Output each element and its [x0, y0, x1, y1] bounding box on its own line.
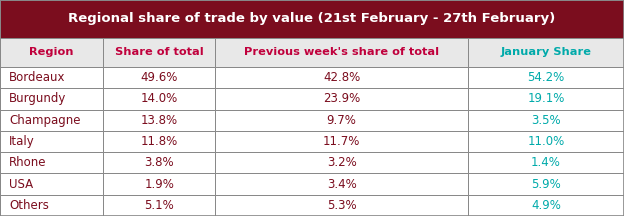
Text: 5.3%: 5.3% — [327, 199, 356, 212]
Text: 11.0%: 11.0% — [527, 135, 565, 148]
Bar — [215, 88, 468, 110]
Text: Previous week's share of total: Previous week's share of total — [244, 47, 439, 57]
Text: January Share: January Share — [500, 47, 592, 57]
Bar — [468, 38, 624, 67]
Text: 49.6%: 49.6% — [140, 71, 178, 84]
Text: 9.7%: 9.7% — [327, 114, 356, 127]
Text: Others: Others — [9, 199, 49, 212]
Bar — [103, 88, 215, 110]
Bar — [0, 131, 103, 152]
Text: 4.9%: 4.9% — [531, 199, 561, 212]
Bar — [103, 173, 215, 195]
Bar — [103, 195, 215, 216]
Bar — [0, 0, 624, 38]
Bar — [0, 88, 103, 110]
Text: Bordeaux: Bordeaux — [9, 71, 66, 84]
Text: 23.9%: 23.9% — [323, 92, 360, 105]
Bar — [103, 38, 215, 67]
Bar — [468, 173, 624, 195]
Bar — [215, 67, 468, 88]
Text: 14.0%: 14.0% — [140, 92, 178, 105]
Bar — [103, 131, 215, 152]
Text: 5.9%: 5.9% — [531, 178, 561, 191]
Bar — [468, 195, 624, 216]
Text: Burgundy: Burgundy — [9, 92, 67, 105]
Bar — [215, 38, 468, 67]
Bar — [0, 195, 103, 216]
Text: 42.8%: 42.8% — [323, 71, 360, 84]
Bar — [215, 131, 468, 152]
Text: 3.4%: 3.4% — [327, 178, 356, 191]
Bar — [103, 152, 215, 173]
Text: 5.1%: 5.1% — [144, 199, 174, 212]
Bar — [215, 195, 468, 216]
Text: Share of total: Share of total — [115, 47, 203, 57]
Text: 1.9%: 1.9% — [144, 178, 174, 191]
Text: Regional share of trade by value (21st February - 27th February): Regional share of trade by value (21st F… — [69, 12, 555, 25]
Bar — [215, 110, 468, 131]
Bar — [468, 67, 624, 88]
Text: 19.1%: 19.1% — [527, 92, 565, 105]
Bar — [468, 110, 624, 131]
Bar — [0, 173, 103, 195]
Text: 13.8%: 13.8% — [140, 114, 178, 127]
Bar — [0, 67, 103, 88]
Text: Region: Region — [29, 47, 74, 57]
Text: 11.7%: 11.7% — [323, 135, 360, 148]
Bar — [215, 173, 468, 195]
Text: Italy: Italy — [9, 135, 35, 148]
Bar — [215, 152, 468, 173]
Text: 3.5%: 3.5% — [531, 114, 561, 127]
Bar — [0, 152, 103, 173]
Text: Champagne: Champagne — [9, 114, 81, 127]
Text: 1.4%: 1.4% — [531, 156, 561, 169]
Text: 54.2%: 54.2% — [527, 71, 565, 84]
Text: 3.2%: 3.2% — [327, 156, 356, 169]
Bar — [103, 67, 215, 88]
Bar — [0, 38, 103, 67]
Bar — [468, 131, 624, 152]
Bar — [468, 152, 624, 173]
Bar — [0, 110, 103, 131]
Bar — [103, 110, 215, 131]
Text: Rhone: Rhone — [9, 156, 47, 169]
Text: USA: USA — [9, 178, 34, 191]
Text: 3.8%: 3.8% — [144, 156, 174, 169]
Text: 11.8%: 11.8% — [140, 135, 178, 148]
Bar — [468, 88, 624, 110]
